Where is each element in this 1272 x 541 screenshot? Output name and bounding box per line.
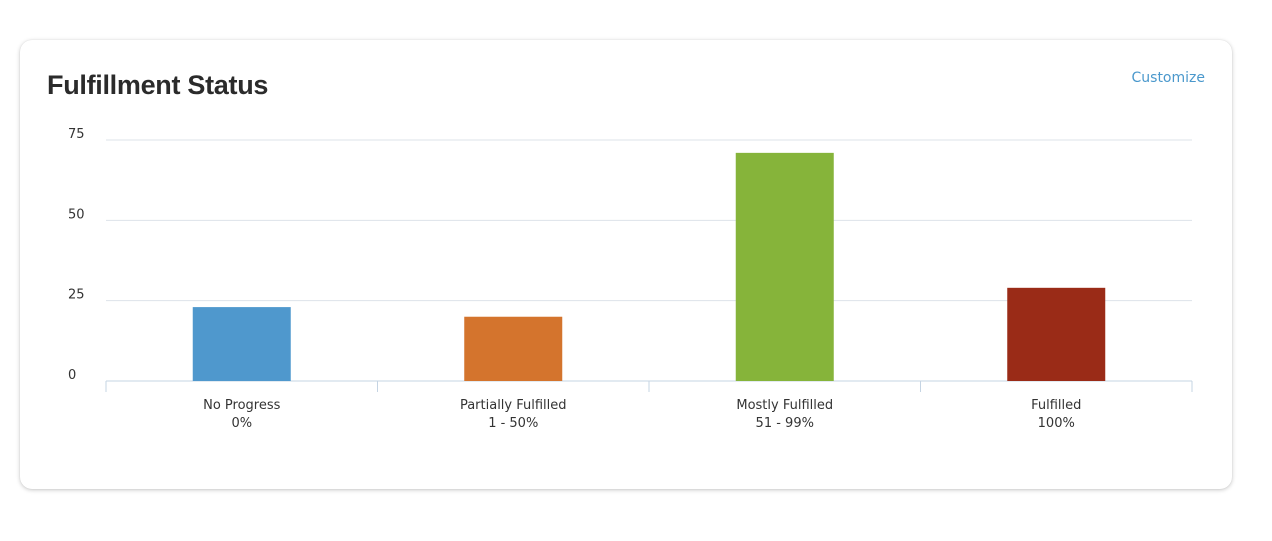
x-category-sublabel: 0% <box>231 416 252 431</box>
bar-fulfilled[interactable] <box>1007 287 1106 381</box>
fulfillment-status-card: Fulfillment Status Customize 0 25 50 75 No P… <box>20 40 1232 489</box>
fulfillment-bar-chart: 0 25 50 75 No Progress 0% Partially Fulfilled 1… <box>68 127 1193 431</box>
x-category-label: No Progress <box>203 398 281 413</box>
bar-mostly-fulfilled[interactable] <box>735 152 834 381</box>
card-title: Fulfillment Status <box>47 70 269 100</box>
y-tick-label: 50 <box>68 207 85 222</box>
x-category-sublabel: 100% <box>1038 416 1075 431</box>
bar-no-progress[interactable] <box>192 307 291 381</box>
customize-link[interactable]: Customize <box>1131 70 1206 86</box>
y-tick-label: 75 <box>68 127 85 142</box>
x-category-label: Fulfilled <box>1031 398 1081 413</box>
x-category-label: Mostly Fulfilled <box>736 398 833 413</box>
y-tick-label: 25 <box>68 288 85 303</box>
bar-partially-fulfilled[interactable] <box>464 316 563 381</box>
x-category-sublabel: 51 - 99% <box>756 416 814 431</box>
x-category-label: Partially Fulfilled <box>460 398 567 413</box>
x-category-sublabel: 1 - 50% <box>488 416 538 431</box>
y-tick-label: 0 <box>68 368 76 383</box>
